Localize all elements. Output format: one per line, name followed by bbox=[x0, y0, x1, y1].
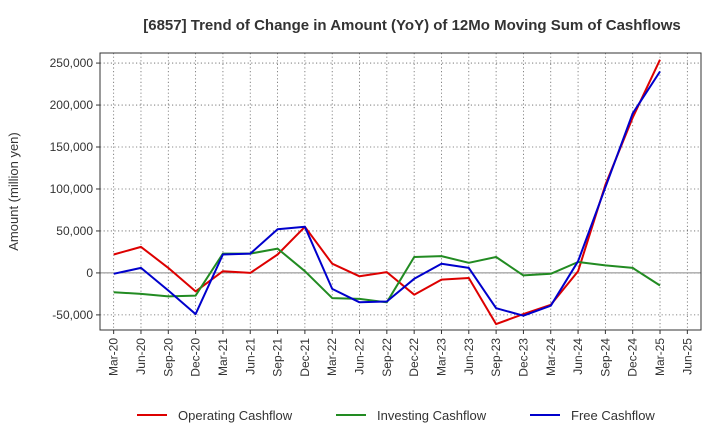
x-tick-label: Mar-22 bbox=[325, 338, 339, 376]
legend-label: Investing Cashflow bbox=[377, 408, 487, 423]
y-tick-label: 0 bbox=[86, 266, 93, 280]
x-tick-label: Dec-21 bbox=[298, 338, 312, 377]
y-tick-label: 250,000 bbox=[50, 56, 94, 70]
x-tick-label: Mar-23 bbox=[434, 338, 448, 376]
y-tick-label: 150,000 bbox=[50, 140, 94, 154]
x-tick-label: Mar-25 bbox=[653, 338, 667, 376]
x-tick-label: Dec-23 bbox=[516, 338, 530, 377]
series-lines bbox=[113, 59, 661, 326]
legend-label: Operating Cashflow bbox=[178, 408, 293, 423]
x-tick-label: Mar-21 bbox=[216, 338, 230, 376]
legend-label: Free Cashflow bbox=[571, 408, 655, 423]
x-tick-label: Dec-22 bbox=[407, 338, 421, 377]
y-axis-ticks: -50,000 0 50,000 100,000 150,000 200,000 250,0… bbox=[50, 56, 100, 322]
y-tick-label: 200,000 bbox=[50, 98, 94, 112]
x-tick-label: Mar-20 bbox=[107, 338, 121, 376]
x-tick-label: Jun-25 bbox=[680, 338, 694, 375]
x-tick-label: Sep-22 bbox=[380, 338, 394, 377]
x-tick-label: Mar-24 bbox=[544, 338, 558, 376]
y-tick-label: 100,000 bbox=[50, 182, 94, 196]
plot-frame bbox=[99, 52, 702, 331]
x-tick-label: Sep-21 bbox=[271, 338, 285, 377]
x-tick-label: Jun-21 bbox=[243, 338, 257, 375]
plot-area bbox=[100, 53, 701, 330]
x-tick-label: Sep-24 bbox=[598, 338, 612, 377]
x-tick-label: Jun-22 bbox=[353, 338, 367, 375]
grid-lines bbox=[100, 53, 701, 330]
y-tick-label: 50,000 bbox=[56, 224, 93, 238]
series-line-operating-cashflow bbox=[113, 59, 661, 326]
x-tick-label: Jun-24 bbox=[571, 338, 585, 375]
y-axis-label: Amount (million yen) bbox=[6, 132, 21, 251]
series-line-free-cashflow bbox=[113, 70, 661, 317]
x-tick-label: Sep-20 bbox=[161, 338, 175, 377]
y-tick-label: -50,000 bbox=[52, 308, 93, 322]
legend: Operating Cashflow Investing Cashflow Free… bbox=[137, 408, 655, 423]
x-tick-label: Jun-23 bbox=[462, 338, 476, 375]
x-tick-label: Sep-23 bbox=[489, 338, 503, 377]
x-tick-label: Dec-20 bbox=[189, 338, 203, 377]
chart-title: [6857] Trend of Change in Amount (YoY) o… bbox=[143, 17, 681, 34]
x-tick-label: Jun-20 bbox=[134, 338, 148, 375]
x-tick-label: Dec-24 bbox=[626, 338, 640, 377]
x-axis-ticks: Mar-20 Jun-20 Sep-20 Dec-20 Mar-21 Jun-21 Sep-… bbox=[107, 330, 694, 377]
